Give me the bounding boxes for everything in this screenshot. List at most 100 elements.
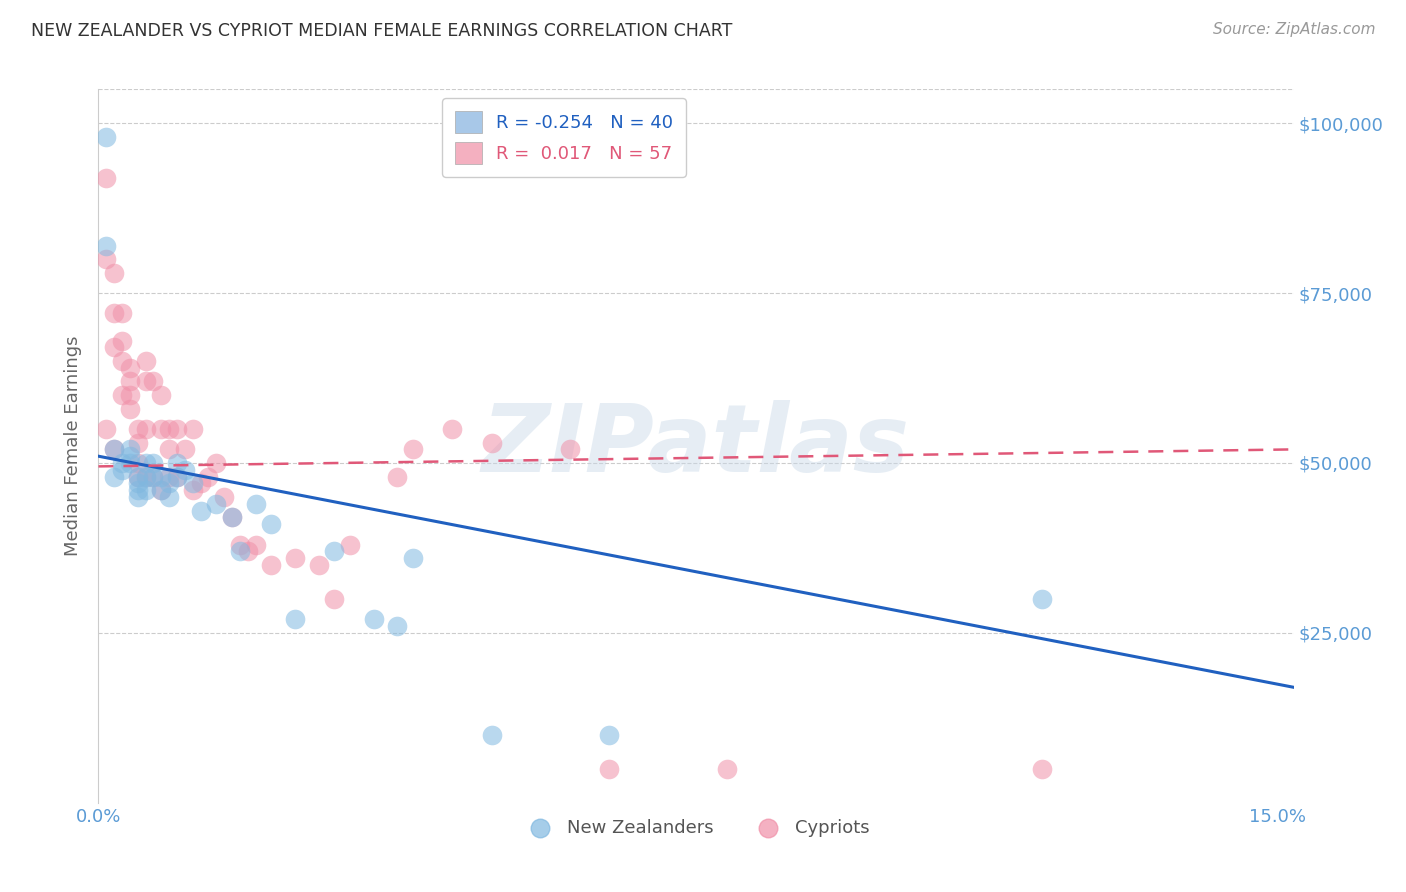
Point — [260, 558, 283, 572]
Point — [118, 456, 141, 470]
Point — [142, 469, 165, 483]
Point — [118, 449, 141, 463]
Y-axis label: Median Female Earnings: Median Female Earnings — [65, 335, 83, 557]
Point — [221, 510, 243, 524]
Point — [716, 762, 738, 776]
Point — [118, 360, 141, 375]
Point — [402, 551, 425, 566]
Point — [481, 728, 503, 742]
Point — [308, 558, 330, 572]
Point — [598, 762, 620, 776]
Point — [135, 422, 157, 436]
Point — [174, 442, 197, 457]
Point — [111, 354, 134, 368]
Point — [598, 728, 620, 742]
Point — [96, 252, 118, 266]
Point — [135, 456, 157, 470]
Point — [157, 442, 180, 457]
Point — [385, 469, 409, 483]
Point — [236, 544, 259, 558]
Point — [118, 442, 141, 457]
Point — [127, 456, 149, 470]
Point — [150, 469, 173, 483]
Point — [135, 469, 157, 483]
Point — [127, 483, 149, 498]
Point — [212, 490, 235, 504]
Point — [481, 435, 503, 450]
Point — [111, 306, 134, 320]
Point — [127, 469, 149, 483]
Point — [157, 490, 180, 504]
Point — [135, 469, 157, 483]
Point — [135, 483, 157, 498]
Point — [385, 619, 409, 633]
Point — [441, 422, 464, 436]
Point — [96, 129, 118, 144]
Point — [1031, 762, 1053, 776]
Point — [135, 375, 157, 389]
Point — [103, 266, 125, 280]
Point — [157, 476, 180, 491]
Point — [245, 497, 267, 511]
Point — [111, 463, 134, 477]
Point — [127, 469, 149, 483]
Point — [181, 483, 204, 498]
Point — [245, 537, 267, 551]
Point — [111, 334, 134, 348]
Point — [190, 476, 212, 491]
Point — [111, 388, 134, 402]
Legend: New Zealanders, Cypriots: New Zealanders, Cypriots — [515, 812, 877, 844]
Point — [323, 544, 346, 558]
Point — [142, 469, 165, 483]
Point — [118, 388, 141, 402]
Point — [166, 469, 188, 483]
Point — [205, 497, 228, 511]
Point — [150, 388, 173, 402]
Point — [127, 435, 149, 450]
Point — [103, 341, 125, 355]
Point — [181, 476, 204, 491]
Point — [284, 551, 307, 566]
Point — [103, 442, 125, 457]
Text: ZIPatlas: ZIPatlas — [482, 400, 910, 492]
Point — [197, 469, 219, 483]
Point — [150, 483, 173, 498]
Point — [166, 456, 188, 470]
Point — [96, 170, 118, 185]
Point — [142, 456, 165, 470]
Point — [103, 306, 125, 320]
Point — [205, 456, 228, 470]
Point — [135, 354, 157, 368]
Point — [339, 537, 361, 551]
Point — [118, 375, 141, 389]
Point — [127, 422, 149, 436]
Text: Source: ZipAtlas.com: Source: ZipAtlas.com — [1212, 22, 1375, 37]
Point — [1031, 591, 1053, 606]
Point — [174, 463, 197, 477]
Point — [118, 401, 141, 416]
Point — [157, 422, 180, 436]
Point — [111, 456, 134, 470]
Point — [229, 537, 252, 551]
Point — [221, 510, 243, 524]
Point — [229, 544, 252, 558]
Point — [103, 469, 125, 483]
Point — [96, 238, 118, 252]
Point — [150, 483, 173, 498]
Point — [363, 612, 385, 626]
Point — [157, 469, 180, 483]
Point — [260, 517, 283, 532]
Point — [181, 422, 204, 436]
Point — [127, 490, 149, 504]
Point — [190, 503, 212, 517]
Point — [150, 422, 173, 436]
Point — [142, 375, 165, 389]
Point — [402, 442, 425, 457]
Point — [166, 422, 188, 436]
Point — [127, 476, 149, 491]
Point — [323, 591, 346, 606]
Point — [284, 612, 307, 626]
Point — [103, 442, 125, 457]
Text: NEW ZEALANDER VS CYPRIOT MEDIAN FEMALE EARNINGS CORRELATION CHART: NEW ZEALANDER VS CYPRIOT MEDIAN FEMALE E… — [31, 22, 733, 40]
Point — [96, 422, 118, 436]
